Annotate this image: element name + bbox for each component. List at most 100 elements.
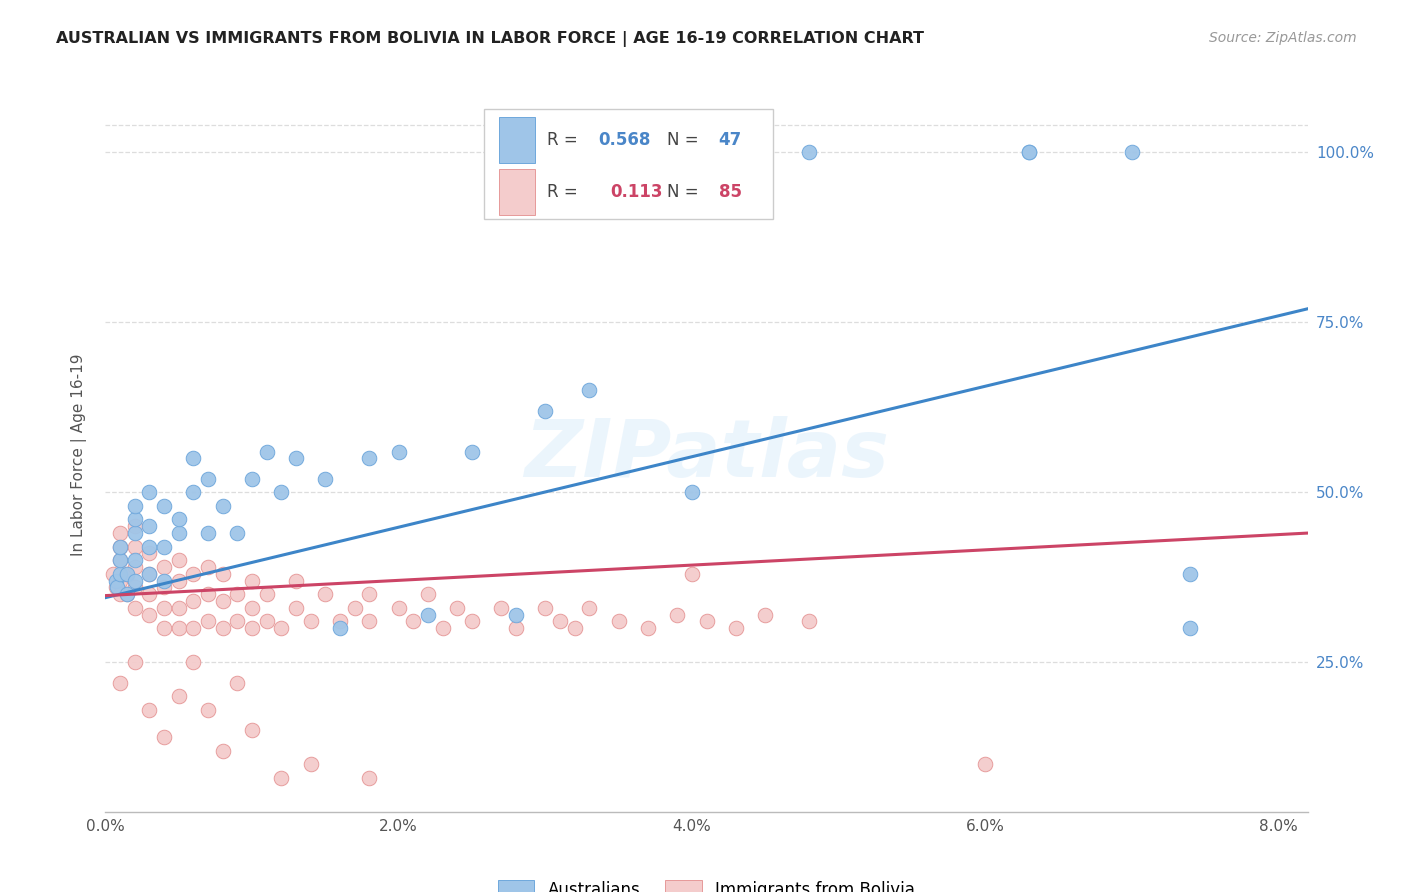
Point: [117, 566, 139, 581]
Point: [124, 526, 146, 541]
Point: [167, 553, 190, 567]
Point: [240, 621, 263, 635]
Y-axis label: In Labor Force | Age 16-19: In Labor Force | Age 16-19: [70, 353, 87, 557]
Text: Source: ZipAtlas.com: Source: ZipAtlas.com: [1209, 31, 1357, 45]
Point: [197, 526, 219, 541]
Point: [388, 600, 411, 615]
Point: [314, 587, 336, 601]
Point: [108, 553, 131, 567]
Point: [578, 600, 600, 615]
Point: [183, 621, 205, 635]
Point: [211, 566, 233, 581]
Point: [446, 600, 468, 615]
Point: [211, 594, 233, 608]
Point: [226, 587, 249, 601]
Point: [285, 451, 308, 466]
Point: [211, 499, 233, 513]
Point: [124, 512, 146, 526]
Point: [108, 540, 131, 554]
Text: 47: 47: [718, 131, 742, 149]
Point: [548, 615, 571, 629]
Point: [754, 607, 776, 622]
Point: [124, 553, 146, 567]
Point: [1018, 145, 1040, 160]
Point: [101, 566, 124, 581]
Point: [797, 145, 820, 160]
Point: [124, 581, 146, 595]
Point: [124, 499, 146, 513]
Point: [240, 574, 263, 588]
Point: [183, 655, 205, 669]
Point: [108, 675, 131, 690]
Point: [505, 607, 527, 622]
Point: [153, 574, 176, 588]
Point: [167, 512, 190, 526]
Point: [124, 600, 146, 615]
Point: [637, 621, 659, 635]
FancyBboxPatch shape: [484, 109, 773, 219]
Bar: [499, 117, 534, 163]
Point: [607, 615, 630, 629]
Point: [124, 655, 146, 669]
Point: [167, 689, 190, 703]
Point: [138, 546, 160, 560]
Point: [974, 757, 997, 772]
Point: [138, 607, 160, 622]
Point: [240, 600, 263, 615]
Point: [285, 600, 308, 615]
Point: [256, 587, 278, 601]
Point: [416, 587, 439, 601]
Point: [343, 600, 366, 615]
Point: [432, 621, 454, 635]
Point: [138, 519, 160, 533]
Point: [167, 621, 190, 635]
Point: [299, 757, 322, 772]
Point: [240, 472, 263, 486]
Point: [183, 566, 205, 581]
Point: [534, 600, 557, 615]
Point: [1018, 145, 1040, 160]
Point: [211, 743, 233, 757]
Point: [226, 615, 249, 629]
Point: [226, 675, 249, 690]
Point: [153, 581, 176, 595]
Point: [183, 485, 205, 500]
Point: [105, 581, 128, 595]
Point: [124, 540, 146, 554]
Point: [153, 540, 176, 554]
Text: R =: R =: [547, 131, 582, 149]
Point: [299, 615, 322, 629]
Point: [270, 485, 292, 500]
Point: [681, 566, 703, 581]
Text: 85: 85: [718, 183, 741, 201]
Point: [1121, 145, 1143, 160]
Point: [666, 607, 689, 622]
Point: [681, 485, 703, 500]
Point: [104, 581, 127, 595]
Text: R =: R =: [547, 183, 588, 201]
Point: [285, 574, 308, 588]
Point: [183, 451, 205, 466]
Point: [183, 594, 205, 608]
Point: [578, 384, 600, 398]
Point: [461, 615, 484, 629]
Point: [359, 587, 381, 601]
Point: [197, 615, 219, 629]
Point: [124, 560, 146, 574]
Point: [724, 621, 747, 635]
Point: [226, 526, 249, 541]
Point: [329, 615, 352, 629]
Point: [359, 771, 381, 785]
Point: [1180, 621, 1202, 635]
Text: ZIPatlas: ZIPatlas: [524, 416, 889, 494]
Point: [797, 615, 820, 629]
Text: N =: N =: [666, 183, 704, 201]
Point: [108, 540, 131, 554]
Text: 0.113: 0.113: [610, 183, 662, 201]
Point: [564, 621, 586, 635]
Point: [359, 451, 381, 466]
Point: [416, 607, 439, 622]
Point: [329, 621, 352, 635]
Point: [108, 526, 131, 541]
Point: [153, 730, 176, 744]
